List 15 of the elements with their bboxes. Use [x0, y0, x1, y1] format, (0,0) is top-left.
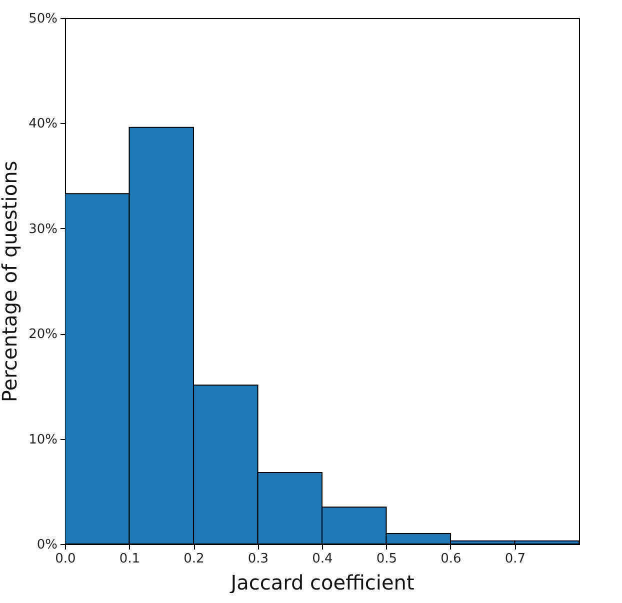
y-tick-label: 50%: [28, 12, 58, 26]
x-tick-label: 0.4: [312, 552, 333, 566]
x-tick-label: 0.1: [119, 552, 140, 566]
y-tick-label: 10%: [28, 432, 58, 448]
x-tick-label: 0.2: [184, 552, 204, 566]
x-tick-label: 0.5: [376, 552, 398, 566]
x-tick-label: 0.3: [248, 552, 269, 566]
y-axis-title: Percentage of questions: [0, 160, 22, 402]
y-tick-label: 40%: [28, 116, 58, 132]
x-tick-label: 0.7: [504, 552, 526, 566]
y-tick-label: 0%: [36, 538, 58, 552]
y-tick-label: 20%: [28, 327, 58, 342]
x-tick-label: 0.0: [55, 552, 76, 566]
y-tick-label: 30%: [28, 222, 58, 237]
x-tick-label: 0.6: [440, 552, 462, 566]
